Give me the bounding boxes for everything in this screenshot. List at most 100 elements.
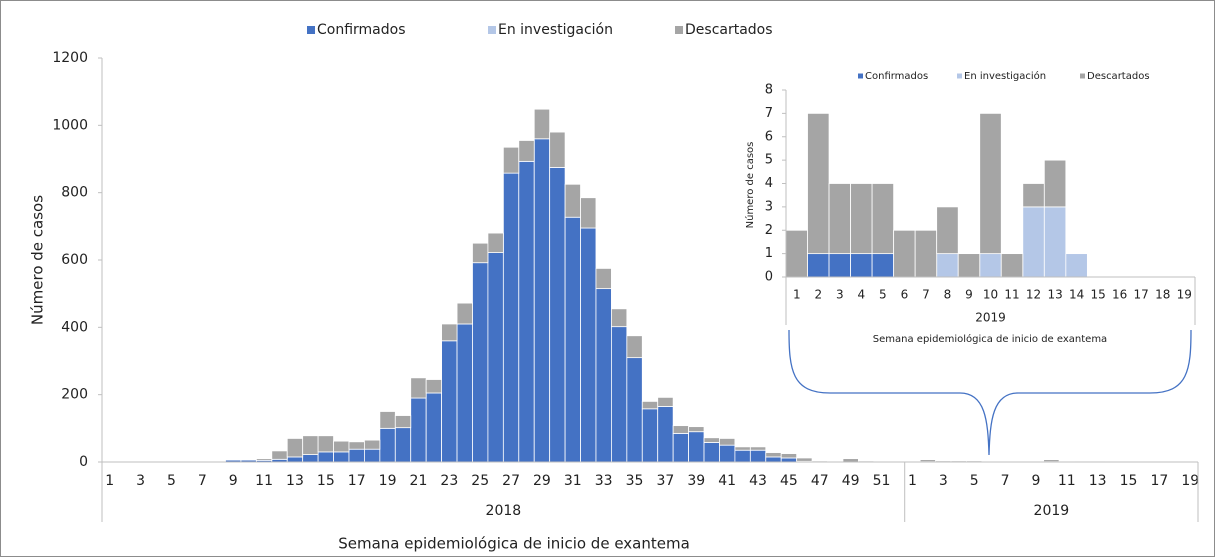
x-tick-label: 33 bbox=[595, 473, 613, 489]
bar-segment bbox=[286, 438, 304, 458]
bar-segment bbox=[317, 435, 334, 453]
y-tick-label: 800 bbox=[61, 185, 88, 201]
x-tick-label: 1 bbox=[105, 473, 114, 489]
x-tick-label: 14 bbox=[1069, 288, 1084, 302]
bar-segment bbox=[957, 253, 981, 278]
y-tick-label: 200 bbox=[61, 387, 88, 403]
zoom-brace bbox=[788, 329, 1192, 456]
x-tick-label: 5 bbox=[879, 288, 887, 302]
bar-segment bbox=[487, 252, 504, 463]
bar-segment bbox=[333, 451, 350, 463]
x-tick-label: 23 bbox=[440, 473, 458, 489]
bar-segment bbox=[719, 444, 736, 463]
bar-segment bbox=[785, 229, 808, 278]
bar-segment bbox=[807, 112, 830, 255]
bar-segment bbox=[533, 108, 551, 140]
bar-segment bbox=[364, 439, 381, 450]
bar-segment bbox=[611, 326, 628, 463]
bar-segment bbox=[255, 458, 273, 461]
x-axis-title: Semana epidemiológica de inicio de exant… bbox=[338, 535, 690, 553]
bar-segment bbox=[871, 253, 895, 278]
x-tick-label: 7 bbox=[198, 473, 207, 489]
bar-segment bbox=[317, 451, 334, 463]
bar-segment bbox=[842, 458, 859, 463]
x-tick-label: 3 bbox=[836, 288, 844, 302]
x-tick-label: 8 bbox=[944, 288, 952, 302]
x-tick-label: 9 bbox=[965, 288, 973, 302]
bar-segment bbox=[893, 229, 916, 278]
x-tick-label: 15 bbox=[317, 473, 335, 489]
y-tick-label: 8 bbox=[765, 83, 773, 98]
bar-segment bbox=[441, 323, 458, 342]
x-tick-label: 13 bbox=[286, 473, 304, 489]
x-tick-label: 9 bbox=[229, 473, 238, 489]
y-axis-title: Número de casos bbox=[29, 195, 47, 325]
bar-segment bbox=[780, 457, 798, 463]
legend-label: Descartados bbox=[685, 22, 773, 38]
x-tick-label: 11 bbox=[255, 473, 273, 489]
y-tick-label: 4 bbox=[765, 176, 773, 191]
bar-segment bbox=[379, 411, 396, 429]
bar-segment bbox=[1000, 253, 1024, 278]
x-tick-label: 37 bbox=[657, 473, 675, 489]
bar-segment bbox=[533, 138, 551, 463]
x-tick-label: 6 bbox=[901, 288, 909, 302]
legend-label: En investigación bbox=[498, 22, 613, 38]
x-tick-label: 51 bbox=[873, 473, 891, 489]
y-tick-label: 6 bbox=[765, 129, 773, 144]
x-tick-label: 18 bbox=[1155, 288, 1170, 302]
x-tick-label: 3 bbox=[939, 473, 948, 489]
x-tick-label: 35 bbox=[626, 473, 644, 489]
bar-segment bbox=[410, 397, 427, 463]
x-tick-label: 17 bbox=[1150, 473, 1168, 489]
y-tick-label: 2 bbox=[765, 223, 773, 238]
bar-segment bbox=[1043, 159, 1067, 208]
legend-label: Confirmados bbox=[865, 71, 928, 82]
bar-segment bbox=[240, 458, 257, 461]
x-tick-label: 19 bbox=[1181, 473, 1199, 489]
group-label: 2019 bbox=[975, 311, 1006, 325]
bar-segment bbox=[626, 335, 643, 359]
bar-segment bbox=[688, 426, 705, 433]
y-tick-label: 600 bbox=[61, 252, 88, 268]
x-tick-label: 19 bbox=[379, 473, 397, 489]
bar-segment bbox=[780, 453, 798, 459]
bar-segment bbox=[850, 183, 873, 255]
bar-segment bbox=[487, 232, 504, 253]
bar-segment bbox=[425, 379, 443, 394]
bar-segment bbox=[394, 427, 412, 463]
bar-segment bbox=[580, 197, 597, 229]
x-tick-label: 41 bbox=[718, 473, 736, 489]
legend-swatch bbox=[858, 73, 863, 79]
x-tick-label: 15 bbox=[1090, 288, 1105, 302]
x-tick-label: 5 bbox=[970, 473, 979, 489]
x-tick-label: 31 bbox=[564, 473, 582, 489]
x-axis-title: Semana epidemiológica de inicio de exant… bbox=[873, 333, 1107, 345]
bar-segment bbox=[688, 431, 705, 463]
bar-segment bbox=[657, 396, 674, 407]
bar-segment bbox=[518, 140, 535, 162]
bar-segment bbox=[348, 441, 365, 450]
x-tick-label: 4 bbox=[858, 288, 866, 302]
bar-segment bbox=[379, 427, 396, 463]
bar-segment bbox=[1043, 206, 1067, 278]
bar-segment bbox=[225, 458, 242, 461]
bar-segment bbox=[502, 146, 520, 174]
x-tick-label: 9 bbox=[1031, 473, 1040, 489]
x-tick-label: 17 bbox=[1134, 288, 1149, 302]
bar-segment bbox=[936, 206, 959, 255]
bar-segment bbox=[271, 450, 288, 460]
x-tick-label: 13 bbox=[1089, 473, 1107, 489]
legend-label: Descartados bbox=[1087, 71, 1150, 82]
bar-segment bbox=[518, 160, 535, 463]
x-tick-label: 45 bbox=[780, 473, 798, 489]
bar-segment bbox=[1022, 206, 1045, 278]
bar-segment bbox=[456, 302, 473, 325]
bar-segment bbox=[441, 340, 458, 463]
bar-segment bbox=[914, 229, 938, 278]
bar-segment bbox=[425, 392, 443, 463]
bar-segment bbox=[302, 435, 319, 455]
bar-segment bbox=[850, 253, 873, 278]
y-tick-label: 5 bbox=[765, 153, 773, 168]
x-tick-label: 17 bbox=[348, 473, 366, 489]
